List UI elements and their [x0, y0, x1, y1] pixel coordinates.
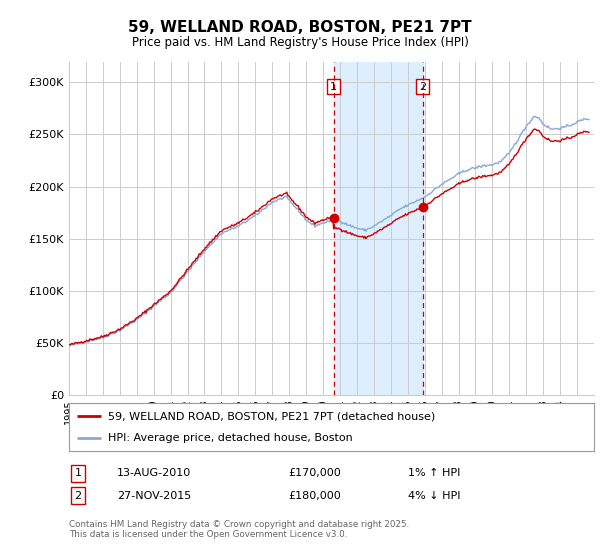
- Text: £170,000: £170,000: [288, 468, 341, 478]
- Text: HPI: Average price, detached house, Boston: HPI: Average price, detached house, Bost…: [109, 433, 353, 443]
- Text: £180,000: £180,000: [288, 491, 341, 501]
- Text: 2: 2: [419, 82, 426, 92]
- Text: Contains HM Land Registry data © Crown copyright and database right 2025.
This d: Contains HM Land Registry data © Crown c…: [69, 520, 409, 539]
- Text: 13-AUG-2010: 13-AUG-2010: [117, 468, 191, 478]
- Text: 59, WELLAND ROAD, BOSTON, PE21 7PT: 59, WELLAND ROAD, BOSTON, PE21 7PT: [128, 20, 472, 35]
- Text: 27-NOV-2015: 27-NOV-2015: [117, 491, 191, 501]
- Text: 59, WELLAND ROAD, BOSTON, PE21 7PT (detached house): 59, WELLAND ROAD, BOSTON, PE21 7PT (deta…: [109, 411, 436, 421]
- Text: Price paid vs. HM Land Registry's House Price Index (HPI): Price paid vs. HM Land Registry's House …: [131, 36, 469, 49]
- Text: 4% ↓ HPI: 4% ↓ HPI: [408, 491, 461, 501]
- Bar: [334, 62, 422, 395]
- Text: 1: 1: [330, 82, 337, 92]
- Text: 1: 1: [74, 468, 82, 478]
- Text: 1% ↑ HPI: 1% ↑ HPI: [408, 468, 460, 478]
- Text: 2: 2: [74, 491, 82, 501]
